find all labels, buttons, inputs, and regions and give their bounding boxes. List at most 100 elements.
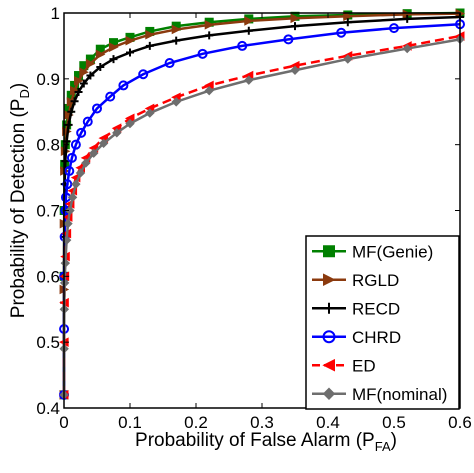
series-line	[62, 22, 461, 395]
data-point	[145, 108, 155, 118]
data-point	[290, 65, 300, 75]
legend-item: RGLD	[312, 271, 399, 290]
y-axis-title-sub: D	[17, 89, 32, 98]
data-point	[81, 158, 91, 168]
legend-swatch-marker	[323, 273, 336, 287]
data-point	[74, 88, 83, 96]
data-point	[204, 20, 215, 30]
data-point	[171, 97, 181, 107]
x-axis-title-main: Probability of False Alarm (P	[135, 430, 375, 451]
data-point	[70, 139, 81, 150]
data-point	[171, 24, 182, 35]
data-point	[172, 36, 181, 45]
y-tick-label: 0.5	[36, 333, 60, 352]
data-point	[92, 103, 102, 114]
x-tick-label: 0.4	[316, 413, 340, 432]
y-tick-label: 0.7	[36, 202, 60, 221]
data-point	[70, 97, 79, 106]
x-tick-label: 0.6	[448, 413, 472, 432]
data-point	[126, 48, 134, 57]
y-tick-label: 0.8	[36, 136, 60, 155]
data-point	[125, 35, 136, 46]
data-point	[64, 120, 73, 129]
data-point	[109, 42, 119, 53]
y-axis-title-main: Probability of Detection (P	[8, 99, 29, 319]
legend-item: MF(nominal)	[312, 385, 447, 404]
data-point	[244, 26, 253, 35]
data-point	[197, 48, 208, 59]
data-point	[66, 152, 77, 163]
legend-swatch-marker	[322, 358, 335, 372]
data-point	[138, 69, 149, 80]
data-point	[290, 13, 301, 24]
legend-label: MF(nominal)	[352, 385, 447, 404]
legend-swatch-marker	[323, 302, 335, 314]
data-point	[403, 14, 412, 23]
data-point	[71, 179, 81, 189]
x-tick-label: 0.2	[184, 413, 208, 432]
data-point	[237, 40, 248, 51]
data-point	[112, 128, 122, 138]
legend: MF(Genie) RGLD RECD CHRD ED MF(nominal)	[305, 235, 460, 410]
data-point	[76, 127, 87, 138]
legend-swatch-marker	[323, 245, 335, 258]
data-point	[343, 54, 353, 64]
data-point	[86, 71, 95, 80]
data-point	[125, 118, 135, 129]
legend-label: RECD	[352, 299, 400, 318]
data-point	[79, 79, 88, 88]
y-tick-label: 1	[51, 4, 60, 23]
y-tick-label: 0.9	[36, 70, 60, 89]
data-point	[95, 49, 106, 60]
data-point	[402, 43, 412, 54]
data-point	[118, 80, 129, 91]
data-point	[343, 18, 352, 27]
data-point	[79, 67, 89, 78]
data-point	[244, 75, 254, 85]
data-point	[85, 58, 96, 69]
y-axis-title-close: )	[8, 83, 29, 89]
data-point	[88, 148, 99, 158]
x-tick-label: 0.1	[118, 413, 142, 432]
y-tick-label: 0.4	[36, 399, 60, 418]
x-tick-label: 0.5	[382, 413, 406, 432]
data-point	[204, 85, 214, 96]
legend-item: CHRD	[312, 328, 401, 347]
data-point	[64, 166, 75, 176]
data-point	[109, 55, 118, 64]
data-point	[105, 91, 116, 102]
data-point	[96, 62, 105, 71]
data-point	[75, 168, 86, 178]
legend-item: ED	[312, 356, 376, 375]
series-MF(nominal)	[59, 34, 465, 400]
data-point	[65, 205, 75, 216]
data-point	[244, 16, 254, 26]
data-point	[145, 41, 154, 50]
data-point	[67, 107, 76, 116]
legend-item: MF(Genie)	[312, 242, 433, 261]
legend-label: RGLD	[352, 271, 399, 290]
legend-label: CHRD	[352, 328, 401, 347]
data-point	[98, 138, 109, 149]
x-axis-title-sub: FA	[375, 439, 391, 454]
legend-swatch-marker	[322, 330, 336, 344]
legend-item: RECD	[312, 299, 400, 318]
data-point	[61, 157, 70, 166]
data-point	[283, 34, 294, 45]
x-tick-label: 0	[59, 413, 68, 432]
x-tick-label: 0.3	[250, 413, 274, 432]
legend-box	[305, 235, 460, 410]
data-point	[63, 218, 73, 229]
data-point	[205, 31, 214, 40]
data-point	[67, 192, 78, 203]
x-axis-title-close: )	[391, 430, 397, 451]
data-point	[145, 29, 155, 40]
data-point	[164, 58, 175, 69]
legend-swatch-marker	[322, 387, 336, 400]
legend-label: MF(Genie)	[352, 242, 433, 261]
data-point	[389, 23, 399, 34]
axis-ticks: 0 0.1 0.2 0.3 0.4 0.5 0.6 0.4 0.5 0.6 0.7 0.8 0.9 1	[36, 4, 471, 432]
data-point	[336, 27, 347, 38]
x-axis-title: Probability of False Alarm (PFA)	[135, 430, 397, 454]
